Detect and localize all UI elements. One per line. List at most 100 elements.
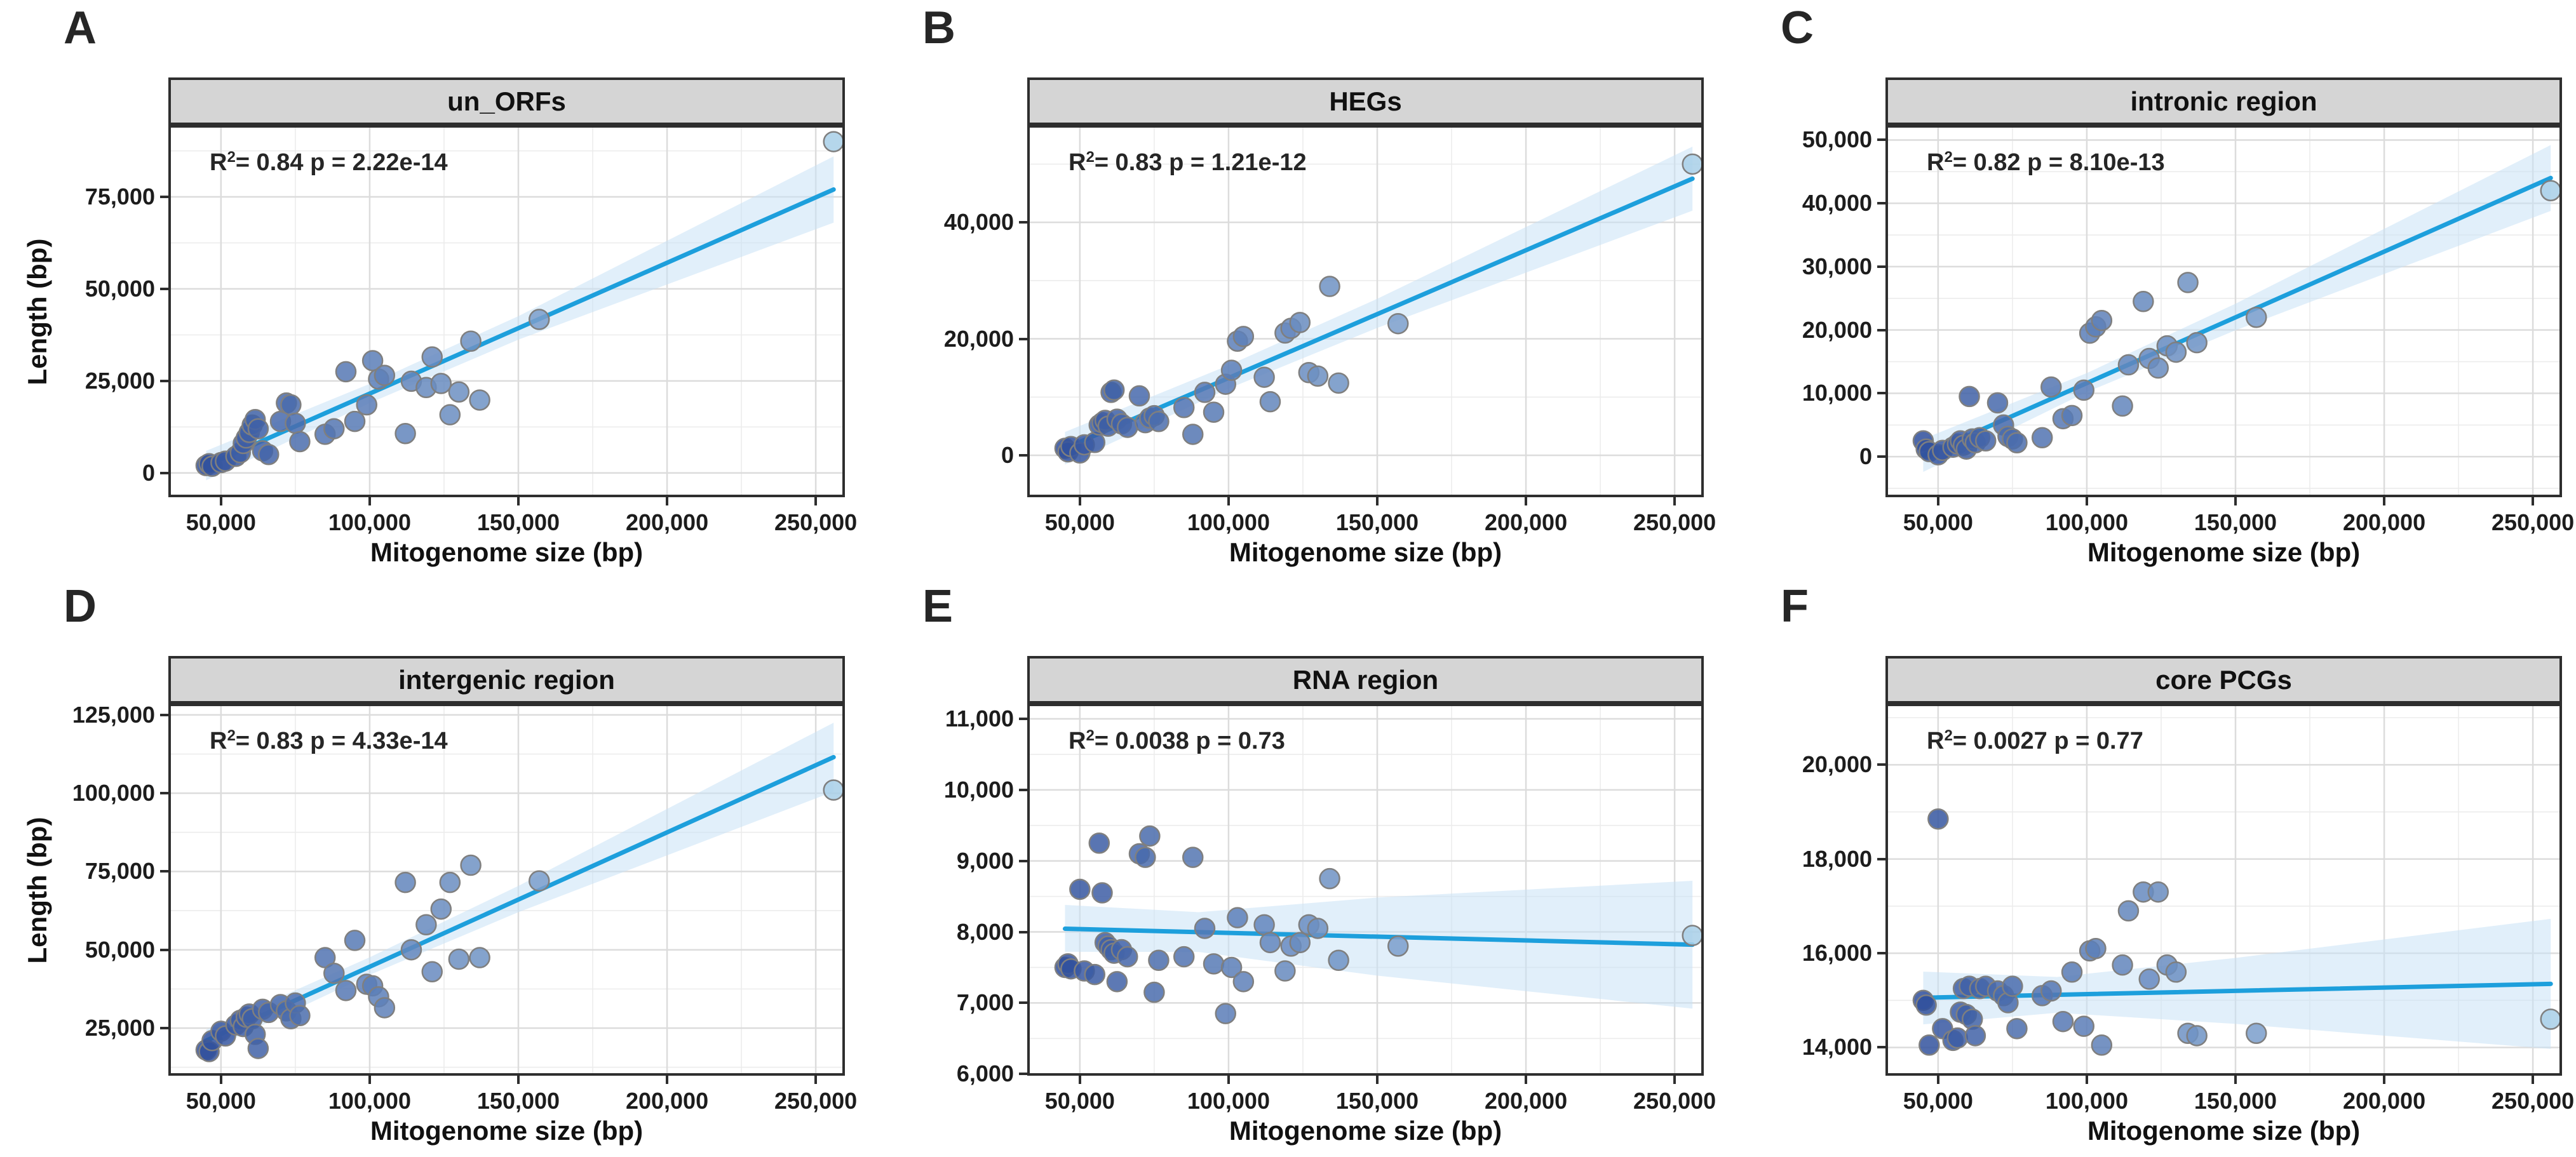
x-tick-label: 100,000 xyxy=(1187,509,1270,535)
data-point xyxy=(469,947,490,968)
x-tick-label: 50,000 xyxy=(1044,509,1115,535)
data-point xyxy=(1173,397,1195,418)
x-tick-mark xyxy=(1227,497,1230,505)
y-tick-label: 0 xyxy=(1859,443,1872,470)
x-tick-label: 150,000 xyxy=(1335,509,1419,535)
regression-line xyxy=(1920,981,2553,1000)
x-tick-mark xyxy=(2234,497,2237,505)
plot-area xyxy=(168,704,845,1076)
scatter-panel-E: E RNA region R2= 0.0038 p = 0.73 6,000 7,000… xyxy=(859,578,1718,1157)
data-point xyxy=(314,947,336,968)
x-tick-label: 150,000 xyxy=(2194,509,2277,535)
data-point xyxy=(1682,925,1703,946)
y-tick-label: 8,000 xyxy=(956,918,1014,945)
data-point xyxy=(247,418,269,439)
data-point xyxy=(529,870,550,892)
x-tick-mark xyxy=(516,1076,520,1084)
x-tick-mark xyxy=(1673,497,1676,505)
data-point xyxy=(2147,881,2169,903)
y-tick-mark xyxy=(1877,763,1885,766)
data-point xyxy=(280,394,302,416)
data-point xyxy=(289,1005,311,1027)
x-tick-label: 200,000 xyxy=(1484,1088,1568,1114)
data-point xyxy=(1274,960,1296,982)
x-tick-label: 150,000 xyxy=(1335,1088,1419,1114)
r-squared-label: R xyxy=(1927,149,1945,176)
data-point xyxy=(374,997,396,1019)
stats-annotation: R2= 0.84 p = 2.22e-14 xyxy=(210,149,448,177)
data-point xyxy=(344,410,366,432)
data-point xyxy=(1135,846,1156,868)
y-tick-mark xyxy=(160,287,168,290)
data-point xyxy=(430,373,452,394)
data-point xyxy=(415,914,437,935)
stats-values: = 0.83 p = 1.21e-12 xyxy=(1094,149,1307,176)
data-point xyxy=(1203,953,1225,975)
y-tick-label: 16,000 xyxy=(1802,940,1872,966)
data-point xyxy=(1182,846,1204,868)
y-tick-mark xyxy=(1019,453,1027,457)
y-tick-label: 30,000 xyxy=(1802,253,1872,279)
stats-values: = 0.82 p = 8.10e-13 xyxy=(1952,149,2165,176)
plot-frame xyxy=(1027,125,1704,497)
data-point xyxy=(374,364,396,386)
data-point xyxy=(1986,392,2009,414)
data-point xyxy=(1106,971,1128,993)
r-squared-label: R xyxy=(1069,728,1086,754)
facet-title: HEGs xyxy=(1329,86,1402,116)
x-axis-title: Mitogenome size (bp) xyxy=(1229,537,1502,567)
y-tick-mark xyxy=(1877,138,1885,142)
data-point xyxy=(823,131,844,152)
data-point xyxy=(2002,975,2023,997)
x-tick-mark xyxy=(368,1076,371,1084)
x-tick-label: 100,000 xyxy=(328,509,411,535)
y-tick-mark xyxy=(1019,718,1027,721)
x-tick-label: 100,000 xyxy=(2045,509,2128,535)
data-point xyxy=(1328,949,1349,972)
y-tick-mark xyxy=(1877,265,1885,268)
y-tick-label: 75,000 xyxy=(84,858,155,885)
data-point xyxy=(1103,379,1125,401)
data-point xyxy=(430,898,452,920)
confidence-band xyxy=(1065,881,1693,1009)
plot-area xyxy=(1885,704,2562,1076)
x-tick-label: 100,000 xyxy=(328,1088,411,1114)
data-point xyxy=(1682,153,1703,175)
data-point xyxy=(1289,312,1311,333)
data-point xyxy=(460,854,482,876)
y-tick-mark xyxy=(1877,328,1885,331)
y-tick-label: 0 xyxy=(1001,441,1014,468)
r-squared-exponent: 2 xyxy=(1086,726,1095,744)
data-point xyxy=(1927,808,1949,830)
x-axis-title: Mitogenome size (bp) xyxy=(2087,537,2361,567)
data-point xyxy=(1328,372,1349,394)
facet-title: intergenic region xyxy=(398,664,615,695)
panel-label: C xyxy=(1781,3,1814,53)
panel-label: E xyxy=(922,581,954,632)
panel-label: D xyxy=(64,581,97,632)
plot-frame xyxy=(168,704,845,1076)
y-axis-title: Length (bp) xyxy=(22,817,52,964)
data-point xyxy=(1307,365,1329,387)
data-point xyxy=(394,871,416,893)
plot-frame xyxy=(1885,704,2562,1076)
data-point xyxy=(323,962,345,984)
y-tick-label: 50,000 xyxy=(84,275,155,302)
data-point xyxy=(1148,949,1170,972)
data-point xyxy=(1084,432,1106,453)
x-tick-mark xyxy=(1078,1076,1081,1084)
data-point xyxy=(2112,954,2133,976)
data-point xyxy=(2138,968,2160,990)
x-tick-label: 150,000 xyxy=(476,509,560,535)
x-tick-mark xyxy=(2532,497,2535,505)
data-point xyxy=(2186,331,2208,354)
data-point xyxy=(1117,417,1138,438)
data-point xyxy=(2117,900,2140,922)
data-point xyxy=(448,381,470,403)
x-tick-mark xyxy=(1375,1076,1379,1084)
r-squared-label: R xyxy=(1927,728,1945,754)
data-point xyxy=(1128,385,1150,407)
data-point xyxy=(1194,918,1216,939)
r-squared-exponent: 2 xyxy=(1086,148,1095,166)
data-point xyxy=(2246,1022,2267,1044)
